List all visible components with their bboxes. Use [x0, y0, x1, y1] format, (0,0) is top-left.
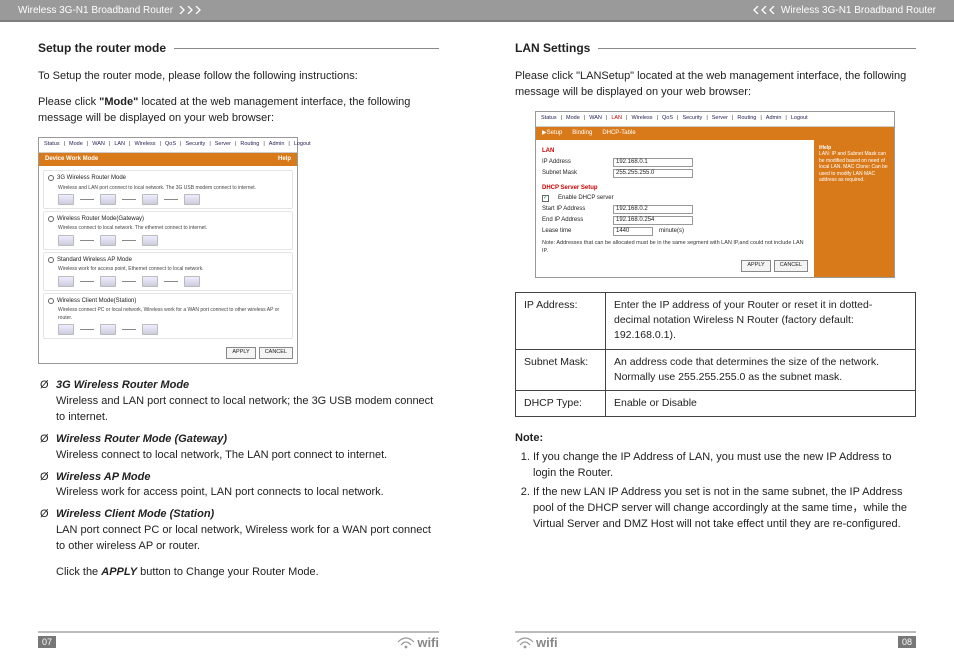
mode-row: Wireless Client Mode(Station) Wireless c… [43, 293, 293, 339]
list-item: Ø 3G Wireless Router Mode Wireless and L… [38, 378, 439, 426]
list-item: Ø Wireless Router Mode (Gateway) Wireles… [38, 432, 439, 464]
thumb-tabs: Status | Mode | WAN | LAN | Wireless | Q… [39, 138, 297, 153]
footer-right: wifi 08 [477, 631, 954, 659]
list-item: Ø Wireless AP Mode Wireless work for acc… [38, 470, 439, 502]
section-title-right: LAN Settings [515, 40, 916, 57]
intro-2: Please click "Mode" located at the web m… [38, 95, 439, 127]
mode-row: Wireless Router Mode(Gateway) Wireless c… [43, 211, 293, 250]
info-table: IP Address: Enter the IP address of your… [515, 292, 916, 417]
lan-left: LAN IP Address192.168.0.1 Subnet Mask255… [536, 140, 814, 277]
table-row: DHCP Type: Enable or Disable [516, 390, 916, 416]
thumb-body: 3G Wireless Router Mode Wireless and LAN… [39, 166, 297, 343]
apply-button: APPLY [741, 260, 770, 272]
chevron-left-icon [751, 6, 775, 14]
product-name: Wireless 3G-N1 Broadband Router [18, 5, 173, 16]
radio-icon [48, 175, 54, 181]
radio-icon [48, 216, 54, 222]
list-item: Ø Wireless Client Mode (Station) LAN por… [38, 507, 439, 555]
apply-button: APPLY [226, 347, 255, 359]
title-text: Setup the router mode [38, 40, 166, 57]
table-row: Subnet Mask: An address code that determ… [516, 349, 916, 390]
table-row: IP Address: Enter the IP address of your… [516, 292, 916, 349]
page-right: Wireless 3G-N1 Broadband Router LAN Sett… [477, 0, 954, 659]
intro-right: Please click "LANSetup" located at the w… [515, 69, 916, 101]
list-item: If the new LAN IP Address you set is not… [533, 485, 916, 533]
title-text: LAN Settings [515, 40, 590, 57]
mode-row: 3G Wireless Router Mode Wireless and LAN… [43, 170, 293, 209]
lan-help: iHelp LAN: IP and Subnet Mask can be mod… [814, 140, 894, 277]
thumb-bar: Device Work Mode Help [39, 153, 297, 166]
page-number: 07 [38, 636, 56, 648]
content-left: Setup the router mode To Setup the route… [0, 22, 477, 631]
chevron-right-icon [179, 6, 203, 14]
section-title-left: Setup the router mode [38, 40, 439, 57]
wifi-icon: wifi [515, 635, 558, 650]
wifi-icon: wifi [396, 635, 439, 650]
note-block: Note: If you change the IP Address of LA… [515, 431, 916, 533]
note-heading: Note: [515, 431, 916, 447]
screenshot-lan: Status | Mode | WAN | LAN | Wireless | Q… [535, 111, 895, 278]
footer-left: 07 wifi [0, 631, 477, 659]
checkbox-icon [542, 195, 549, 202]
header-left: Wireless 3G-N1 Broadband Router [0, 0, 477, 22]
title-rule [598, 48, 916, 49]
cancel-button: CANCEL [774, 260, 808, 272]
thumb-subtabs: ▶Setup Binding DHCP-Table [536, 127, 894, 140]
radio-icon [48, 298, 54, 304]
product-name: Wireless 3G-N1 Broadband Router [781, 5, 936, 16]
list-item: If you change the IP Address of LAN, you… [533, 450, 916, 482]
modes-list: Ø 3G Wireless Router Mode Wireless and L… [38, 378, 439, 555]
thumb-tabs: Status | Mode | WAN | LAN | Wireless | Q… [536, 112, 894, 127]
page-left: Wireless 3G-N1 Broadband Router Setup th… [0, 0, 477, 659]
closing: Click the APPLY button to Change your Ro… [38, 565, 439, 581]
content-right: LAN Settings Please click "LANSetup" loc… [477, 22, 954, 631]
lan-body: LAN IP Address192.168.0.1 Subnet Mask255… [536, 140, 894, 277]
title-rule [174, 48, 439, 49]
radio-icon [48, 257, 54, 263]
screenshot-mode: Status | Mode | WAN | LAN | Wireless | Q… [38, 137, 298, 364]
mode-row: Standard Wireless AP Mode Wireless work … [43, 252, 293, 291]
cancel-button: CANCEL [259, 347, 293, 359]
header-right: Wireless 3G-N1 Broadband Router [477, 0, 954, 22]
thumb-buttons: APPLY CANCEL [39, 343, 297, 363]
page-number: 08 [898, 636, 916, 648]
intro-1: To Setup the router mode, please follow … [38, 69, 439, 85]
